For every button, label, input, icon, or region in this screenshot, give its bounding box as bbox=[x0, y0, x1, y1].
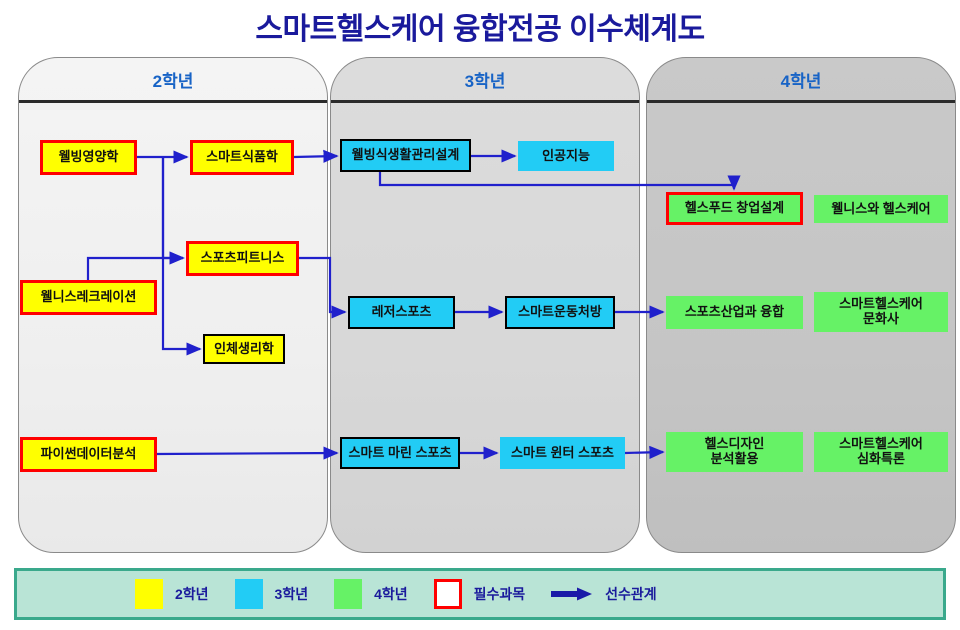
course-node-leisure-sports[interactable]: 레저스포츠 bbox=[348, 296, 455, 329]
legend-item-year4: 4학년 bbox=[334, 579, 408, 609]
lane-year2-label: 2학년 bbox=[152, 71, 194, 91]
course-node-wellness-healthcare[interactable]: 웰니스와 헬스케어 bbox=[814, 195, 948, 223]
red-outline-swatch-icon bbox=[433, 579, 462, 609]
course-node-healthfood-startup[interactable]: 헬스푸드 창업설계 bbox=[666, 192, 803, 225]
course-node-wellbeing-diet-design[interactable]: 웰빙식생활관리설계 bbox=[340, 139, 471, 172]
course-node-python-data-analysis[interactable]: 파이썬데이터분석 bbox=[20, 437, 157, 472]
lane-year3-header: 3학년 bbox=[331, 58, 639, 103]
course-node-smart-food[interactable]: 스마트식품학 bbox=[190, 140, 294, 175]
course-node-smart-winter-sports[interactable]: 스마트 윈터 스포츠 bbox=[500, 437, 625, 469]
legend-item-prerequisite: 선수관계 bbox=[551, 584, 657, 604]
course-node-human-physiology[interactable]: 인체생리학 bbox=[203, 334, 285, 364]
legend-label-year3: 3학년 bbox=[274, 586, 309, 602]
course-node-ai[interactable]: 인공지능 bbox=[518, 141, 614, 171]
lane-year2-header: 2학년 bbox=[19, 58, 327, 103]
course-node-wellness-recreation[interactable]: 웰니스레크레이션 bbox=[20, 280, 157, 315]
lane-year4-header: 4학년 bbox=[647, 58, 955, 103]
course-node-smart-exercise-rx[interactable]: 스마트운동처방 bbox=[505, 296, 615, 329]
lane-year3-label: 3학년 bbox=[464, 71, 506, 91]
course-node-smart-health-culture[interactable]: 스마트헬스케어 문화사 bbox=[814, 292, 948, 332]
legend-label-year4: 4학년 bbox=[374, 586, 408, 602]
course-node-wellbeing-nutrition[interactable]: 웰빙영양학 bbox=[40, 140, 137, 175]
cyan-swatch-icon bbox=[234, 579, 263, 609]
lane-year4-label: 4학년 bbox=[780, 71, 822, 91]
legend-item-required: 필수과목 bbox=[433, 579, 526, 609]
page-title: 스마트헬스케어 융합전공 이수체계도 bbox=[255, 13, 705, 46]
legend-label-prerequisite: 선수관계 bbox=[605, 586, 657, 602]
legend-label-year2: 2학년 bbox=[175, 586, 209, 602]
course-node-sports-industry[interactable]: 스포츠산업과 융합 bbox=[666, 296, 803, 329]
course-node-smart-health-advanced[interactable]: 스마트헬스케어 심화특론 bbox=[814, 432, 948, 472]
course-node-sports-fitness[interactable]: 스포츠피트니스 bbox=[186, 241, 299, 276]
legend-label-required: 필수과목 bbox=[473, 586, 526, 602]
green-swatch-icon bbox=[334, 579, 363, 609]
legend: 2학년 3학년 4학년 필수과목 선수관계 bbox=[14, 568, 946, 620]
legend-item-year2: 2학년 bbox=[135, 579, 209, 609]
yellow-swatch-icon bbox=[135, 579, 163, 609]
course-node-smart-marine-sports[interactable]: 스마트 마린 스포츠 bbox=[340, 437, 460, 469]
arrow-icon bbox=[551, 587, 593, 601]
legend-item-year3: 3학년 bbox=[234, 579, 309, 609]
course-node-health-design[interactable]: 헬스디자인 분석활용 bbox=[666, 432, 803, 472]
